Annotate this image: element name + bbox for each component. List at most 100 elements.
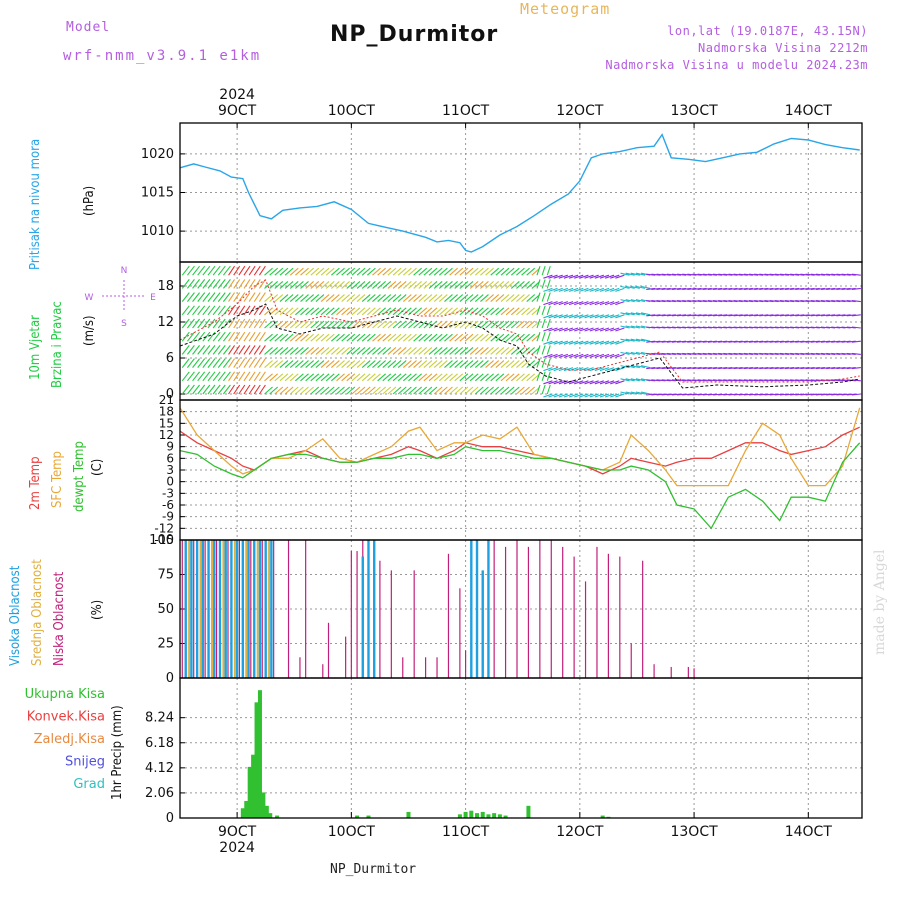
wind-arrow (543, 340, 553, 345)
wind-arrow (377, 386, 386, 395)
wind-arrow (851, 367, 861, 370)
wind-arrow (764, 287, 774, 290)
wind-arrow (795, 273, 805, 276)
wind-arrow (351, 320, 361, 329)
wind-arrow (707, 352, 717, 355)
wind-arrow (480, 373, 489, 382)
wind-arrow (574, 380, 584, 385)
wind-arrow (289, 294, 299, 303)
wind-arrow (197, 358, 206, 368)
wind-arrow (646, 367, 656, 370)
wind-arrow (754, 273, 764, 276)
wind-speed-line (179, 303, 860, 389)
wind-arrow (444, 360, 453, 369)
wind-arrow (548, 274, 558, 279)
wind-arrow (754, 314, 764, 317)
wind-arrow (831, 367, 841, 370)
wind-arrow (377, 320, 386, 329)
wind-arrow (295, 267, 304, 276)
wind-arrow (279, 386, 289, 395)
wind-arrow (377, 307, 386, 316)
wind-arrow (295, 280, 304, 289)
wind-arrow (289, 333, 299, 342)
wind-arrow (274, 307, 284, 316)
wind-arrow (738, 340, 748, 343)
wind-arrow (651, 367, 661, 370)
wind-arrow (418, 386, 428, 395)
wind-arrow (325, 280, 335, 289)
wind-arrow (423, 360, 433, 369)
wind-arrow (341, 307, 351, 316)
wind-arrow (413, 360, 422, 369)
wind-arrow (464, 333, 474, 342)
wind-arrow (836, 367, 846, 370)
wind-arrow (366, 307, 376, 316)
wind-arrow (423, 307, 433, 316)
x-tick-label-top: 10OCT (328, 103, 376, 119)
wind-arrow (671, 300, 681, 303)
wind-arrow (320, 360, 330, 369)
wind-arrow (351, 307, 361, 316)
wind-arrow (815, 340, 825, 343)
wind-arrow (222, 292, 231, 302)
wind-arrow (356, 386, 366, 395)
wind-arrow (541, 384, 546, 395)
wind-arrow (485, 346, 494, 355)
wind-arrow (795, 379, 805, 382)
wind-arrow (516, 320, 525, 329)
wind-arrow (228, 345, 236, 355)
wind-arrow (433, 373, 443, 382)
wind-arrow (300, 294, 309, 303)
wind-arrow (300, 346, 309, 355)
wind-arrow (392, 346, 402, 355)
wind-arrow (754, 326, 764, 329)
wind-arrow (521, 294, 530, 303)
wind-arrow (305, 280, 315, 289)
wind-arrow (558, 301, 569, 306)
wind-arrow (682, 287, 692, 290)
wind-arrow (836, 393, 846, 396)
wind-arrow (707, 367, 717, 370)
wind-arrow (269, 294, 279, 303)
wind-arrow (728, 393, 738, 396)
wind-arrow (800, 352, 810, 355)
wind-arrow (490, 320, 500, 329)
wind-arrow (274, 280, 284, 289)
wind-arrow (820, 393, 831, 396)
wind-arrow (630, 351, 640, 355)
wind-arrow (521, 267, 530, 276)
wind-arrow (510, 294, 520, 303)
wind-arrow (485, 373, 494, 382)
wind-arrow (615, 353, 625, 358)
wind-arrow (438, 267, 448, 276)
wind-arrow (264, 267, 273, 276)
wind-arrow (346, 333, 356, 342)
wind-arrow (697, 367, 707, 370)
wind-arrow (212, 305, 221, 316)
precip-bar (526, 805, 531, 818)
wind-arrow (305, 373, 315, 382)
wind-arrow (320, 346, 330, 355)
x-tick-label-bottom: 9OCT (218, 824, 257, 840)
wind-arrow (836, 273, 846, 276)
wind-arrow (599, 340, 610, 345)
wind-arrow (810, 340, 820, 343)
wind-arrow (181, 279, 190, 289)
wind-arrow (805, 273, 815, 276)
wind-arrow (248, 384, 256, 395)
wind-arrow (500, 360, 510, 369)
wind-arrow (397, 320, 407, 329)
precip-legend-item: Grad (73, 777, 105, 792)
wind-arrow (568, 274, 579, 279)
wind-arrow (541, 292, 546, 302)
precip-bar (475, 813, 480, 818)
wind-arrow (743, 287, 753, 290)
wind-arrow (630, 272, 640, 276)
wind-arrow (661, 326, 671, 329)
wind-arrow (718, 393, 728, 396)
wind-arrow (687, 273, 697, 276)
wind-arrow (181, 384, 190, 395)
wind-arrow (754, 287, 764, 290)
wind-arrow (620, 351, 630, 355)
temp2m-line (179, 426, 860, 475)
